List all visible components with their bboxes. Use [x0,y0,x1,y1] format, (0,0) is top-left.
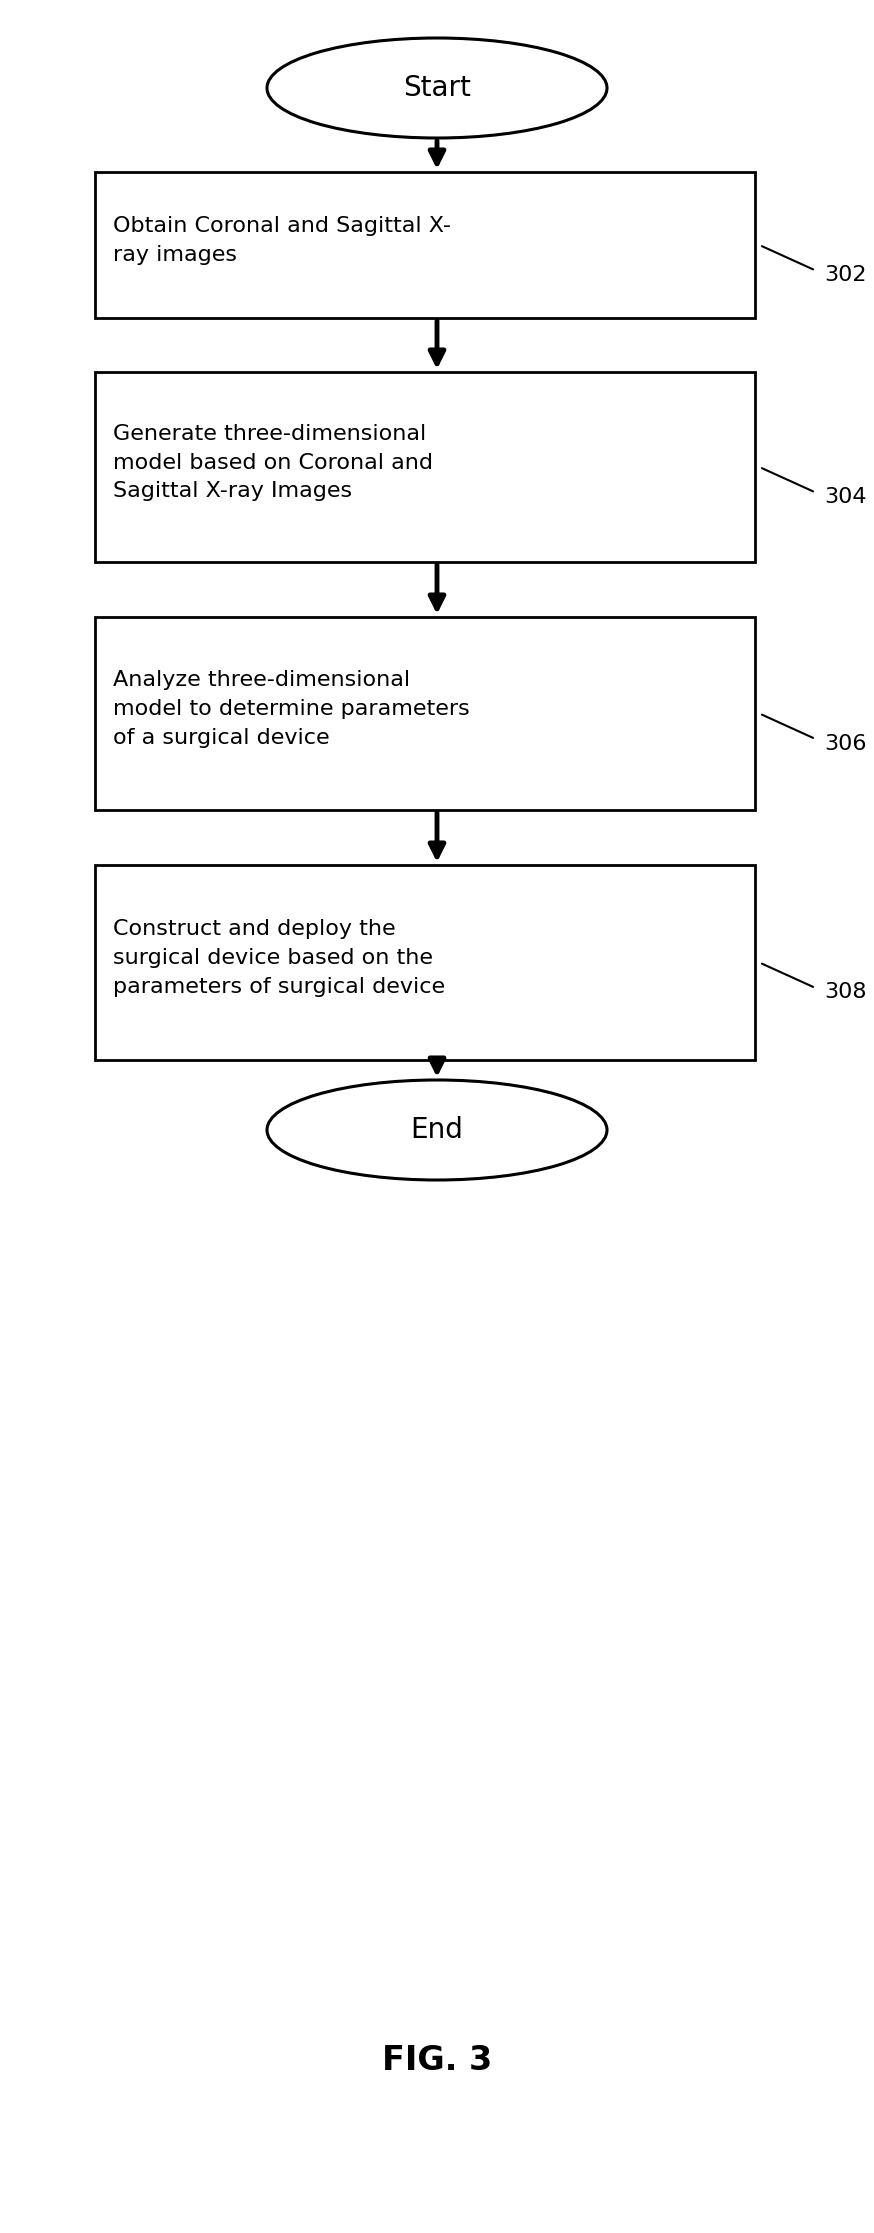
Text: Analyze three-dimensional
model to determine parameters
of a surgical device: Analyze three-dimensional model to deter… [113,670,469,748]
Ellipse shape [267,38,607,138]
FancyBboxPatch shape [95,373,755,563]
FancyBboxPatch shape [95,864,755,1061]
Text: Obtain Coronal and Sagittal X-
ray images: Obtain Coronal and Sagittal X- ray image… [113,217,451,266]
Text: Start: Start [403,74,471,103]
Text: End: End [411,1116,463,1143]
Text: 306: 306 [824,732,867,753]
FancyBboxPatch shape [95,172,755,317]
Text: Construct and deploy the
surgical device based on the
parameters of surgical dev: Construct and deploy the surgical device… [113,920,445,996]
Ellipse shape [267,1081,607,1179]
Text: 302: 302 [824,266,867,286]
FancyBboxPatch shape [95,616,755,811]
Text: Generate three-dimensional
model based on Coronal and
Sagittal X-ray Images: Generate three-dimensional model based o… [113,424,433,502]
Text: FIG. 3: FIG. 3 [382,2043,492,2077]
Text: 304: 304 [824,487,867,507]
Text: 308: 308 [824,983,867,1003]
